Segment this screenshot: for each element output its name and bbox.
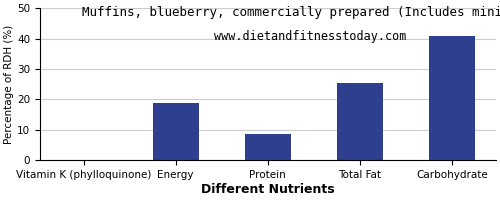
Bar <box>245 134 291 160</box>
Bar <box>337 83 383 160</box>
Text: www.dietandfitnesstoday.com: www.dietandfitnesstoday.com <box>214 30 406 43</box>
Y-axis label: Percentage of RDH (%): Percentage of RDH (%) <box>4 25 14 144</box>
Bar <box>152 103 198 160</box>
Bar <box>429 36 475 160</box>
X-axis label: Different Nutrients: Different Nutrients <box>201 183 334 196</box>
Text: Muffins, blueberry, commercially prepared (Includes mini-muffins) per 100g: Muffins, blueberry, commercially prepare… <box>82 6 500 19</box>
